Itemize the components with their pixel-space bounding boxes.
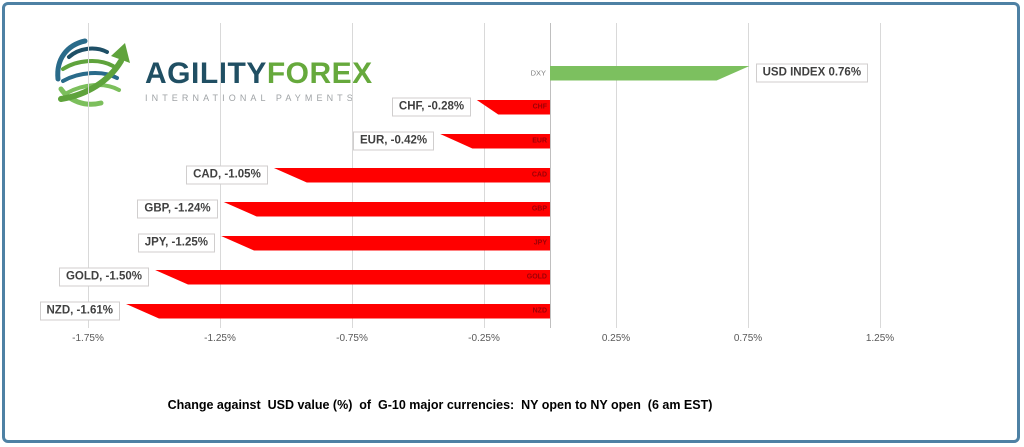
bar-jpy bbox=[220, 235, 550, 251]
x-axis-tick-label: -1.75% bbox=[72, 333, 104, 344]
brand-name: AGILITYFOREX bbox=[145, 59, 373, 89]
onbar-category-label-nzd: NZD bbox=[532, 307, 547, 315]
bar-cad bbox=[272, 167, 550, 183]
logo-text: AGILITYFOREX INTERNATIONAL PAYMENTS bbox=[145, 35, 373, 104]
x-axis-tick-label: 1.25% bbox=[865, 333, 895, 344]
agilityforex-logo: AGILITYFOREX INTERNATIONAL PAYMENTS bbox=[53, 35, 373, 111]
onbar-category-label-gbp: GBP bbox=[531, 205, 547, 213]
bar-gold bbox=[154, 269, 550, 285]
x-axis-tick-label: 0.75% bbox=[733, 333, 763, 344]
brand-name-primary: AGILITY bbox=[145, 57, 267, 90]
bar-callout-chf: CHF, -0.28% bbox=[391, 97, 472, 117]
bar-callout-jpy: JPY, -1.25% bbox=[137, 233, 215, 253]
bar-callout-eur: EUR, -0.42% bbox=[353, 131, 435, 151]
x-axis-tick-label: -1.25% bbox=[204, 333, 236, 344]
bar-callout-nzd: NZD, -1.61% bbox=[39, 301, 120, 321]
onbar-category-label-gold: GOLD bbox=[526, 273, 547, 281]
chart-title: Change against USD value (%) of G-10 maj… bbox=[167, 398, 713, 412]
onbar-category-label-chf: CHF bbox=[532, 103, 547, 111]
onbar-category-label-cad: CAD bbox=[531, 171, 547, 179]
x-axis-tick-label: -0.75% bbox=[336, 333, 368, 344]
bar-chf bbox=[476, 99, 550, 115]
bar-callout-gold: GOLD, -1.50% bbox=[58, 267, 149, 287]
axis-category-label-dxy: DXY bbox=[530, 68, 546, 78]
bar-gbp bbox=[222, 201, 550, 217]
bar-callout-cad: CAD, -1.05% bbox=[186, 165, 268, 185]
bar-callout-gbp: GBP, -1.24% bbox=[137, 199, 218, 219]
x-axis-tick-label: 0.25% bbox=[601, 333, 631, 344]
bar-eur bbox=[439, 133, 550, 149]
bar-dxy bbox=[550, 66, 751, 81]
bar-chart: Change against USD value (%) of G-10 maj… bbox=[5, 5, 1017, 440]
x-axis-tick-label: -0.25% bbox=[468, 333, 500, 344]
zero-axis-line bbox=[550, 23, 551, 328]
onbar-category-label-jpy: JPY bbox=[533, 239, 547, 247]
gridline bbox=[616, 23, 617, 328]
bar-nzd bbox=[124, 303, 550, 319]
onbar-category-label-eur: EUR bbox=[532, 137, 547, 145]
bar-callout-dxy: USD INDEX 0.76% bbox=[755, 63, 869, 83]
gridline bbox=[88, 23, 89, 328]
brand-tagline: INTERNATIONAL PAYMENTS bbox=[145, 93, 357, 103]
brand-name-secondary: FOREX bbox=[266, 57, 373, 90]
gridline bbox=[880, 23, 881, 328]
globe-arrow-icon bbox=[55, 38, 130, 107]
gridline bbox=[748, 23, 749, 328]
